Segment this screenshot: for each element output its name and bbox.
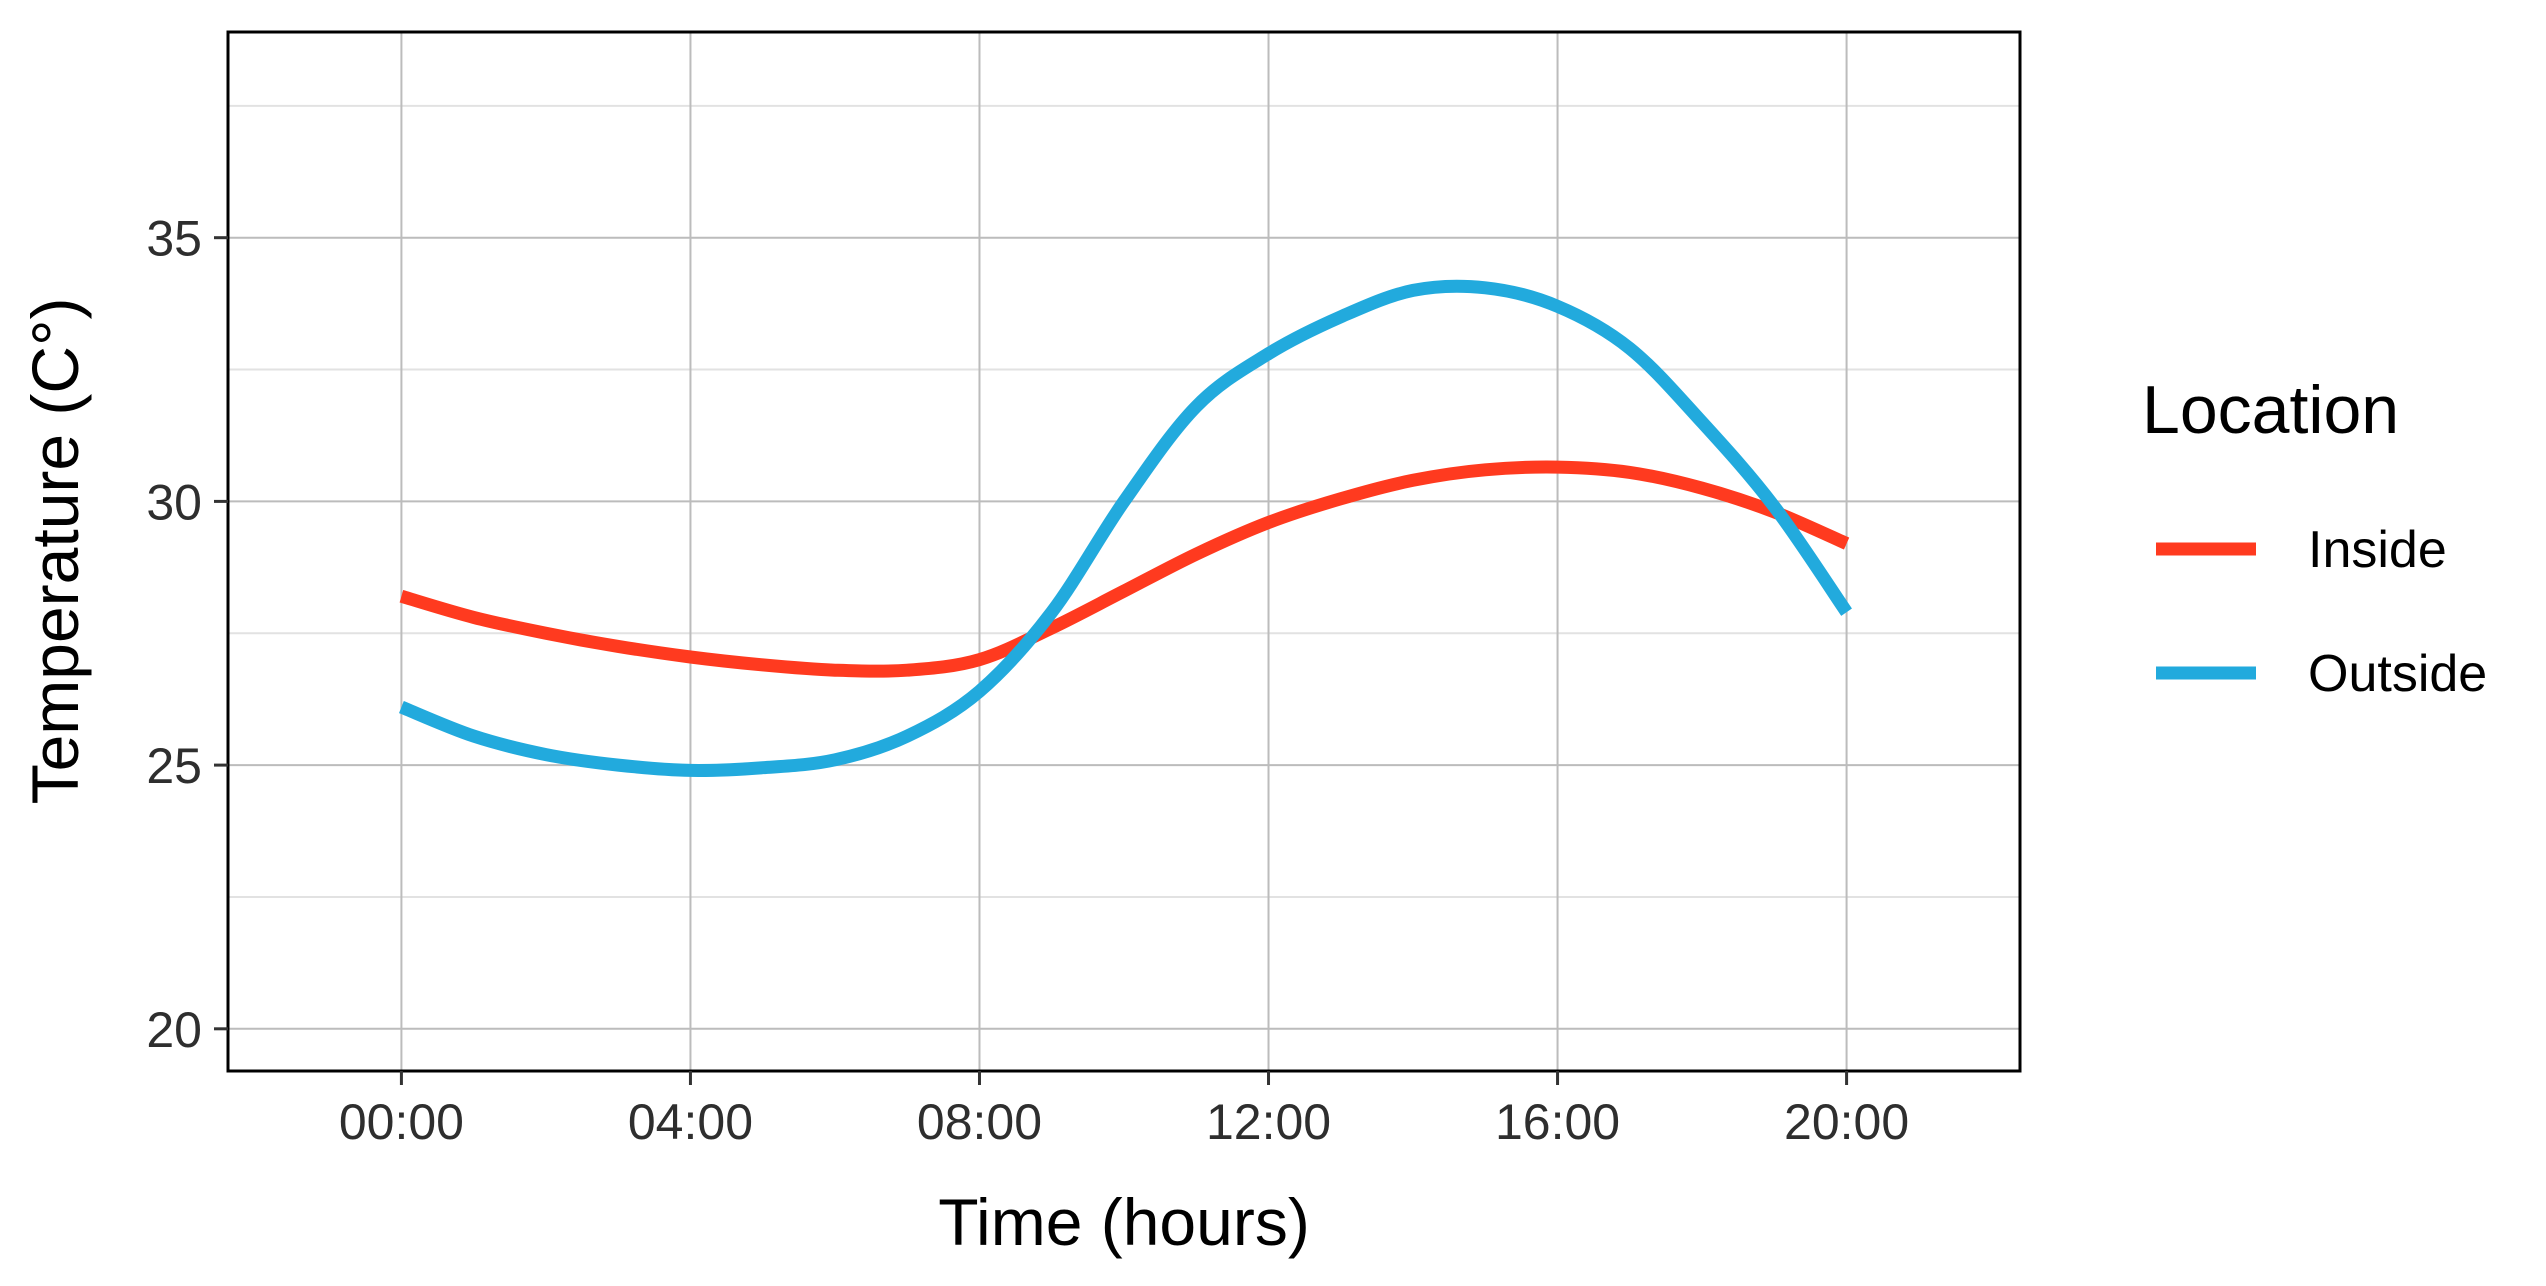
legend-title: Location: [2142, 372, 2399, 448]
y-axis-ticks: 20 25 30 35: [146, 211, 228, 1058]
x-tick-label: 12:00: [1206, 1094, 1331, 1150]
y-tick-label: 25: [146, 738, 202, 794]
plot-panel-border: [226, 30, 2022, 1073]
x-tick-label: 00:00: [339, 1094, 464, 1150]
legend-label-inside: Inside: [2308, 521, 2447, 579]
legend-items: Inside Outside: [2156, 521, 2487, 703]
y-tick-label: 20: [146, 1002, 202, 1058]
x-axis-ticks: 00:00 04:00 08:00 12:00 16:00 20:00: [339, 1071, 1909, 1150]
series-line-inside: [399, 460, 1850, 678]
plot-panel-background: [228, 32, 2020, 1071]
x-axis-title: Time (hours): [938, 1185, 1310, 1259]
major-gridlines: [228, 32, 2020, 1071]
legend: Location Inside Outside: [2142, 372, 2487, 703]
series-line-outside: [398, 279, 1852, 777]
x-tick-label: 16:00: [1495, 1094, 1620, 1150]
legend-label-outside: Outside: [2308, 645, 2487, 703]
y-tick-label: 35: [146, 211, 202, 267]
y-axis-title: Temperature (C°): [18, 298, 92, 805]
x-tick-label: 04:00: [628, 1094, 753, 1150]
x-tick-label: 08:00: [917, 1094, 1042, 1150]
y-tick-label: 30: [146, 474, 202, 530]
x-tick-label: 20:00: [1784, 1094, 1909, 1150]
series-lines: [398, 279, 1852, 777]
